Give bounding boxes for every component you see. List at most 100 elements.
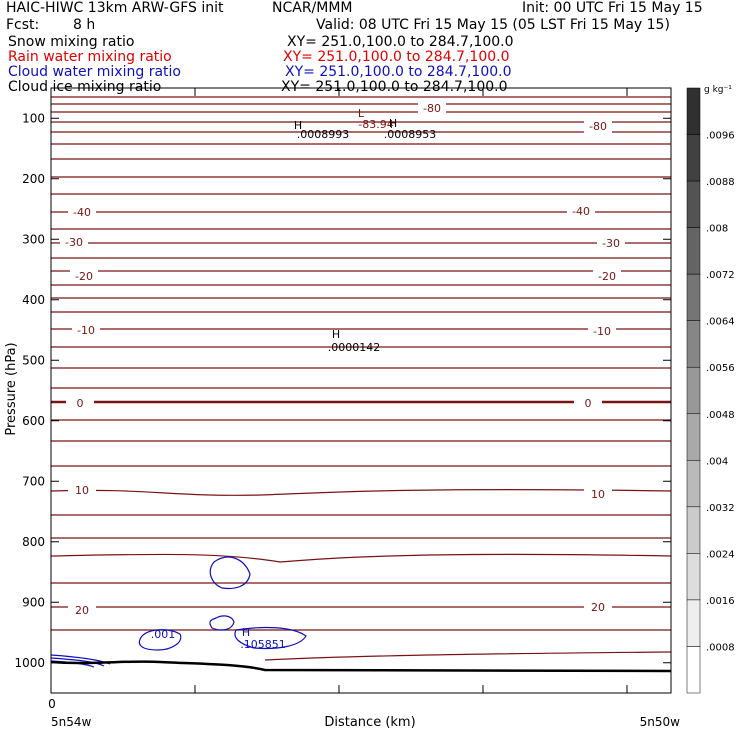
- x-end-label-left: 5n54w: [51, 715, 92, 729]
- y-tick-label-100: 100: [22, 111, 45, 125]
- field-name-rain: Rain water mixing ratio: [8, 49, 172, 65]
- temperature-label-bg-8: [72, 324, 100, 337]
- temperature-label-7: -20: [598, 270, 616, 283]
- temperature-label-4: -30: [65, 236, 83, 249]
- temperature-label-bg-10: [66, 397, 94, 410]
- y-tick-label-500: 500: [22, 353, 45, 367]
- isotherm-17: [50, 327, 672, 331]
- colorbar-label-6: .0048: [706, 410, 735, 421]
- isotherm-10: [50, 227, 672, 231]
- field-xy-rain: XY= 251.0,100.0 to 284.7,100.0: [283, 49, 510, 65]
- cloud-water-contours: [50, 556, 307, 668]
- extremum-symbol-3: H: [332, 328, 340, 341]
- y-tick-label-200: 200: [22, 172, 45, 186]
- plot-frame: [50, 87, 672, 694]
- extremum-symbol-0: L: [358, 107, 365, 120]
- x-axis-title: Distance (km): [324, 715, 415, 730]
- colorbar-label-5: .0056: [706, 363, 735, 374]
- isotherm-lines: [50, 95, 672, 661]
- temperature-label-bg-9: [588, 325, 616, 338]
- forecast-value: 8 h: [73, 17, 96, 33]
- y-tick-label-600: 600: [22, 414, 45, 428]
- colorbar-label-0: .0096: [706, 131, 735, 142]
- extremum-symbol-4: H: [242, 626, 250, 639]
- field-name-cloud-ice: Cloud ice mixing ratio: [8, 79, 162, 95]
- colorbar-cell-3: [686, 227, 701, 275]
- colorbar-cell-2: [686, 180, 701, 228]
- temperature-label-bg-14: [68, 604, 96, 617]
- temperature-label-0: -80: [423, 102, 441, 115]
- colorbar-label-9: .0024: [706, 549, 735, 560]
- colorbar-unit: g kg⁻¹: [704, 85, 732, 95]
- isotherm-16: [50, 310, 672, 314]
- plot-title: HAIC-HIWC 13km ARW-GFS init: [6, 0, 224, 16]
- field-xy-snow: XY= 251.0,100.0 to 284.7,100.0: [287, 34, 514, 50]
- temperature-label-12: 10: [75, 484, 89, 497]
- cloud-water-label-0: .001: [151, 628, 176, 641]
- extremum-value-3: .0000142: [328, 341, 381, 354]
- cloud-water-contour-5: [50, 657, 105, 667]
- temperature-label-bg-11: [574, 397, 602, 410]
- y-tick-label-1000: 1000: [14, 656, 45, 670]
- isotherm-22: [50, 418, 672, 422]
- temperature-label-11: 0: [585, 397, 592, 410]
- y-axis-title: Pressure (hPa): [4, 342, 19, 435]
- isotherm-8: [50, 192, 672, 196]
- terrain-surface-line: [50, 660, 672, 673]
- y-tick-label-700: 700: [22, 474, 45, 488]
- x-tick-label-0: 0: [48, 697, 56, 711]
- isotherm-20: [50, 386, 672, 390]
- isotherm-2: [50, 110, 672, 114]
- valid-time: Valid: 08 UTC Fri 15 May 15 (05 LST Fri …: [316, 17, 670, 33]
- y-tick-label-300: 300: [22, 232, 45, 246]
- isotherm-12: [50, 256, 672, 260]
- isotherm-27: [50, 536, 672, 540]
- isotherm-31: [50, 628, 672, 632]
- extremum-value-4: .105851: [240, 638, 286, 651]
- temperature-label-10: 0: [77, 397, 84, 410]
- temperature-label-bg-12: [68, 484, 96, 497]
- temperature-label-bg-2: [68, 206, 96, 219]
- isotherm-4: [50, 130, 672, 134]
- temperature-label-8: -10: [77, 324, 95, 337]
- colorbar-cell-12: [686, 646, 701, 694]
- temperature-min-value: -83.94: [358, 118, 393, 131]
- colorbar-cell-1: [686, 134, 701, 182]
- isotherm-21: [50, 400, 672, 404]
- isotherm-3: [50, 120, 672, 124]
- forecast-label: Fcst:: [6, 17, 40, 33]
- colorbar-label-8: .0032: [706, 503, 735, 514]
- colorbar-cell-11: [686, 599, 701, 647]
- colorbar-label-11: .0008: [706, 642, 735, 653]
- colorbar-cell-8: [686, 460, 701, 508]
- isotherm-26: [50, 513, 672, 517]
- isotherm-15: [50, 296, 672, 300]
- y-tick-label-900: 900: [22, 595, 45, 609]
- temperature-label-bg-6: [70, 270, 98, 283]
- field-name-snow: Snow mixing ratio: [8, 34, 135, 50]
- temperature-label-6: -20: [75, 270, 93, 283]
- isotherm-5: [50, 142, 672, 146]
- field-xy-cloud-ice: XY= 251.0,100.0 to 284.7,100.0: [281, 79, 508, 95]
- temperature-label-14: 20: [75, 604, 89, 617]
- isotherm-7: [50, 175, 672, 179]
- colorbar-label-4: .0064: [706, 317, 735, 328]
- cloud-water-contour-1: [209, 615, 235, 631]
- isotherm-0: [50, 95, 672, 99]
- colorbar-cell-4: [686, 273, 701, 321]
- isotherm-24: [50, 464, 672, 468]
- temperature-label-bg-4: [60, 236, 88, 249]
- temperature-label-bg-1: [584, 120, 612, 133]
- colorbar-cell-5: [686, 320, 701, 368]
- isotherm-18: [50, 345, 672, 349]
- isotherm-29: [50, 581, 672, 585]
- y-tick-label-400: 400: [22, 293, 45, 307]
- temperature-label-bg-7: [593, 270, 621, 283]
- temperature-label-2: -40: [73, 206, 91, 219]
- colorbar-label-7: .004: [706, 456, 728, 467]
- colorbar-cell-10: [686, 553, 701, 601]
- isotherm-23: [50, 439, 672, 443]
- temperature-label-5: -30: [602, 237, 620, 250]
